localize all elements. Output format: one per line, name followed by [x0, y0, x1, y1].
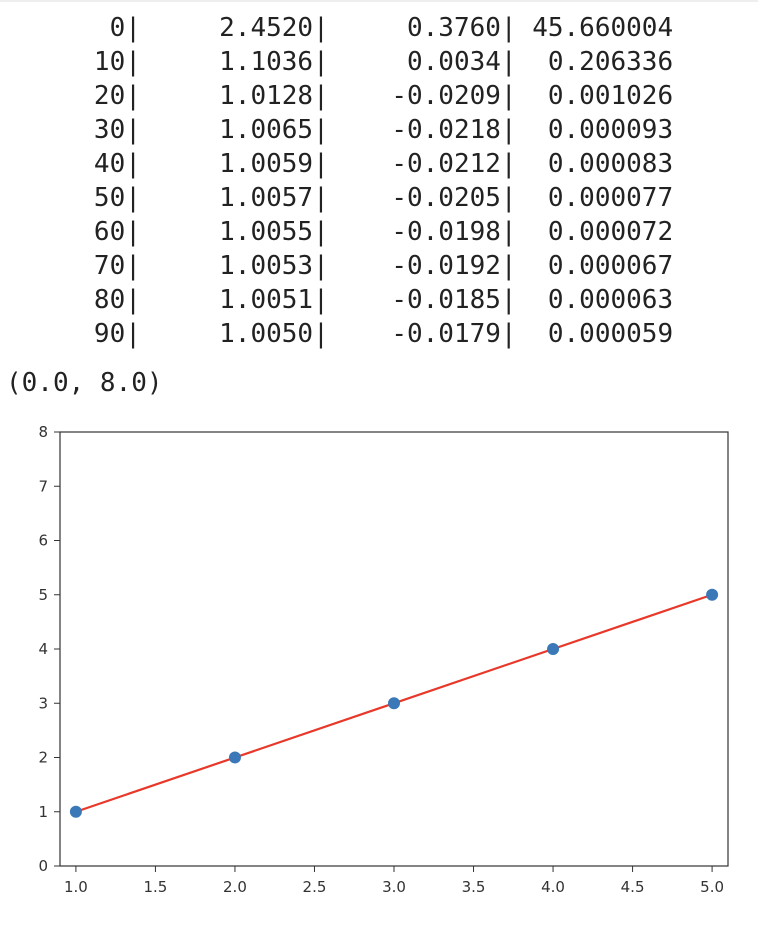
- x-tick-label: 3.0: [382, 878, 406, 896]
- log-row: 50| 1.0057| -0.0205| 0.000077: [0, 183, 674, 213]
- data-point: [228, 751, 241, 764]
- x-tick-label: 4.5: [621, 878, 645, 896]
- x-tick-label: 4.0: [541, 878, 565, 896]
- data-point: [388, 697, 400, 710]
- x-tick-label: 2.5: [303, 878, 327, 896]
- y-tick-label: 5: [38, 586, 48, 604]
- log-row: 0| 2.4520| 0.3760| 45.660004: [0, 13, 674, 43]
- y-tick-label: 2: [38, 749, 48, 767]
- log-row: 70| 1.0053| -0.0192| 0.000067: [0, 251, 674, 281]
- y-tick-label: 1: [38, 803, 48, 821]
- y-tick-label: 3: [38, 694, 48, 712]
- y-tick-label: 4: [38, 640, 48, 658]
- plot-frame: [59, 431, 729, 867]
- scatter-line-chart: 1.0 1.5 2.0 2.5 3.0 3.5 4.0 4.5 5.0 0 1 2 3 4 5 6 7 8: [38, 423, 729, 896]
- x-tick-label: 5.0: [700, 878, 724, 896]
- log-row: 40| 1.0059| -0.0212| 0.000083: [0, 149, 674, 179]
- x-tick-label: 3.5: [462, 878, 486, 896]
- x-tick-label: 1.0: [64, 878, 88, 896]
- log-row: 60| 1.0055| -0.0198| 0.000072: [0, 217, 674, 247]
- y-tick-label: 7: [38, 477, 48, 495]
- log-row: 30| 1.0065| -0.0218| 0.000093: [0, 115, 674, 145]
- data-point: [706, 588, 719, 601]
- log-row: 90| 1.0050| -0.0179| 0.000059: [0, 319, 674, 349]
- log-row: 20| 1.0128| -0.0209| 0.001026: [0, 81, 674, 111]
- y-tick-label: 6: [38, 532, 48, 550]
- plot-output: 1.0 1.5 2.0 2.5 3.0 3.5 4.0 4.5 5.0 0 1 2 3 4 5 6 7 8: [0, 410, 758, 926]
- log-row: 80| 1.0051| -0.0185| 0.000063: [0, 285, 674, 315]
- x-tick-label: 2.0: [223, 878, 247, 896]
- data-point: [547, 643, 560, 655]
- y-tick-label: 0: [38, 857, 48, 875]
- y-tick-label: 8: [38, 423, 48, 441]
- x-tick-label: 1.5: [143, 878, 167, 896]
- data-point: [69, 805, 82, 818]
- ylim-output: (0.0, 8.0): [6, 368, 163, 398]
- cell-top-border: [0, 0, 758, 2]
- log-row: 10| 1.1036| 0.0034| 0.206336: [0, 47, 674, 77]
